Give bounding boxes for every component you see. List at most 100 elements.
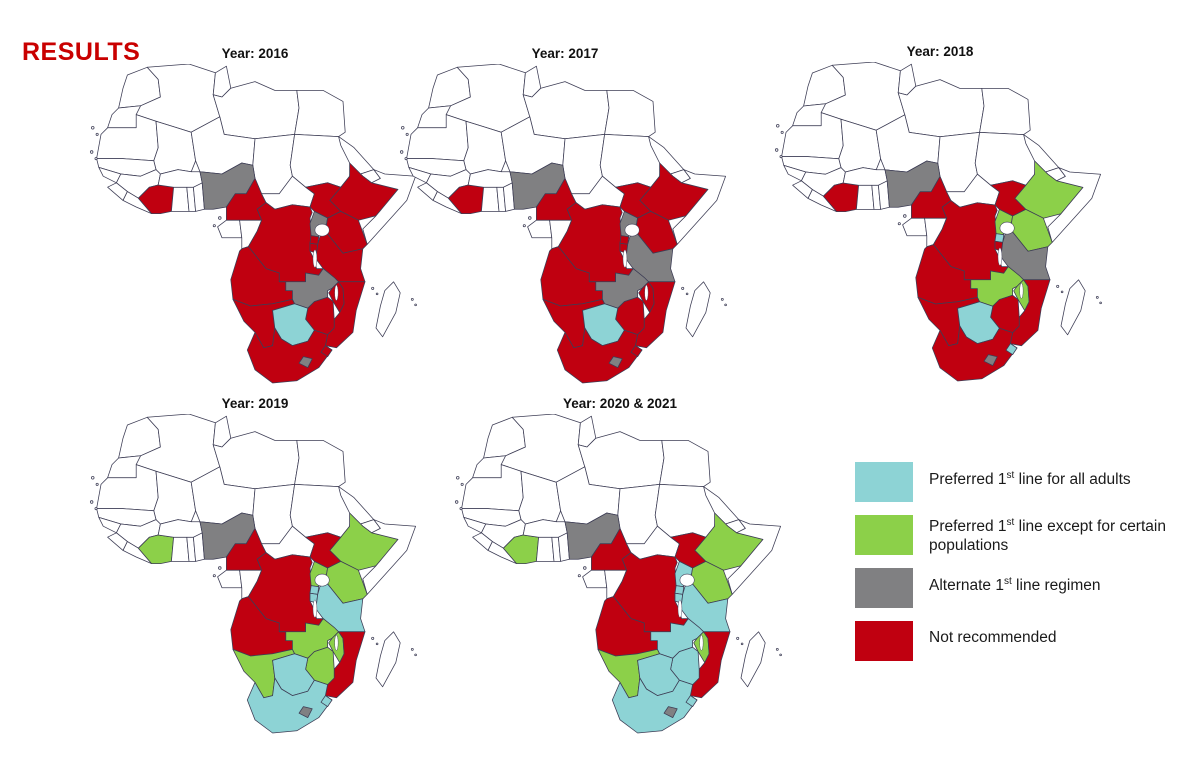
island-speck: [399, 150, 404, 154]
country-rwanda: [994, 233, 1005, 243]
legend-swatch-preferred-except: [855, 515, 913, 555]
country-eswatini: [630, 345, 643, 357]
lake-malawi: [334, 634, 339, 651]
map-title-2018: Year: 2018: [906, 44, 974, 59]
island-speck: [779, 653, 782, 657]
island-speck: [720, 298, 724, 301]
island-speck: [685, 292, 689, 296]
island-speck: [724, 303, 727, 307]
legend-swatch-alternate: [855, 568, 913, 609]
lake-victoria: [999, 221, 1015, 235]
country-lesotho: [298, 706, 313, 718]
map-panel-2017: Year: 2017: [395, 46, 735, 394]
africa-map-2019: [85, 414, 425, 744]
island-speck: [375, 292, 379, 296]
legend-label-alternate: Alternate 1st line regimen: [929, 576, 1101, 595]
country-madagascar: [685, 281, 711, 338]
country-rwanda: [309, 235, 320, 245]
island-speck: [528, 216, 532, 220]
country-south-africa: [556, 327, 643, 384]
country-south-africa: [611, 677, 698, 734]
island-speck: [779, 155, 783, 159]
lake-malawi: [1019, 282, 1024, 299]
island-speck: [1056, 284, 1060, 288]
map-title-2020-2021: Year: 2020 & 2021: [562, 396, 678, 411]
country-somalia: [672, 169, 726, 245]
lake-malawi: [334, 284, 339, 301]
country-madagascar: [740, 631, 766, 688]
island-speck: [89, 500, 94, 504]
lake-tanganyika: [312, 249, 318, 268]
country-egypt: [604, 90, 656, 137]
island-speck: [95, 482, 99, 486]
island-speck: [897, 222, 901, 226]
legend-label-not-recommended: Not recommended: [929, 629, 1057, 647]
island-speck: [218, 566, 222, 570]
country-madagascar: [1060, 279, 1086, 336]
country-gabon: [217, 569, 243, 589]
island-speck: [94, 507, 98, 511]
country-gabon: [582, 569, 608, 589]
legend-label-preferred-except: Preferred 1st line except for certain po…: [929, 517, 1166, 554]
island-speck: [89, 150, 94, 154]
country-somalia: [362, 169, 416, 245]
island-speck: [414, 303, 417, 307]
island-speck: [1060, 290, 1064, 294]
island-speck: [1095, 296, 1099, 299]
country-egypt: [979, 88, 1031, 135]
country-gabon: [527, 219, 553, 239]
island-speck: [454, 500, 459, 504]
island-speck: [903, 214, 907, 218]
country-gabon: [902, 217, 928, 237]
island-speck: [1099, 301, 1102, 305]
country-western-sahara: [792, 103, 826, 127]
country-western-sahara: [107, 455, 141, 479]
island-speck: [459, 507, 463, 511]
legend-swatch-preferred-all-adults: [855, 462, 913, 502]
country-madagascar: [375, 631, 401, 688]
country-egypt: [659, 440, 711, 487]
country-rwanda: [309, 585, 320, 595]
island-speck: [780, 130, 784, 134]
country-lesotho: [983, 354, 998, 366]
africa-map-template: [454, 414, 782, 734]
island-speck: [371, 286, 375, 290]
island-speck: [522, 224, 526, 228]
country-egypt: [294, 90, 346, 137]
lake-victoria: [314, 223, 330, 237]
lake-victoria: [624, 223, 640, 237]
legend-item-preferred-except: Preferred 1st line except for certain po…: [855, 515, 1185, 555]
country-gabon: [217, 219, 243, 239]
africa-map-2020-2021: [450, 414, 790, 744]
map-panel-2019: Year: 2019: [85, 396, 425, 744]
country-western-sahara: [417, 105, 451, 129]
country-ghana: [171, 186, 190, 212]
country-western-sahara: [107, 105, 141, 129]
island-speck: [456, 476, 460, 480]
lake-tanganyika: [997, 247, 1003, 266]
country-egypt: [294, 440, 346, 487]
country-lesotho: [663, 706, 678, 718]
island-speck: [371, 636, 375, 640]
island-speck: [776, 124, 780, 128]
country-eswatini: [1005, 343, 1018, 355]
country-madagascar: [375, 281, 401, 338]
island-speck: [577, 574, 581, 578]
map-panel-2018: Year: 2018: [770, 44, 1110, 392]
island-speck: [94, 157, 98, 161]
legend-swatch-not-recommended: [855, 621, 913, 662]
lake-tanganyika: [677, 599, 683, 618]
island-speck: [414, 653, 417, 657]
africa-map-2017: [395, 64, 735, 394]
island-speck: [405, 132, 409, 136]
country-eswatini: [685, 695, 698, 707]
country-somalia: [1047, 167, 1101, 243]
map-title-2016: Year: 2016: [221, 46, 289, 61]
country-south-africa: [931, 325, 1018, 382]
country-rwanda: [619, 235, 630, 245]
island-speck: [218, 216, 222, 220]
map-title-2019: Year: 2019: [221, 396, 289, 411]
island-speck: [410, 648, 414, 651]
country-somalia: [362, 519, 416, 595]
legend-item-not-recommended: Not recommended: [855, 621, 1185, 662]
